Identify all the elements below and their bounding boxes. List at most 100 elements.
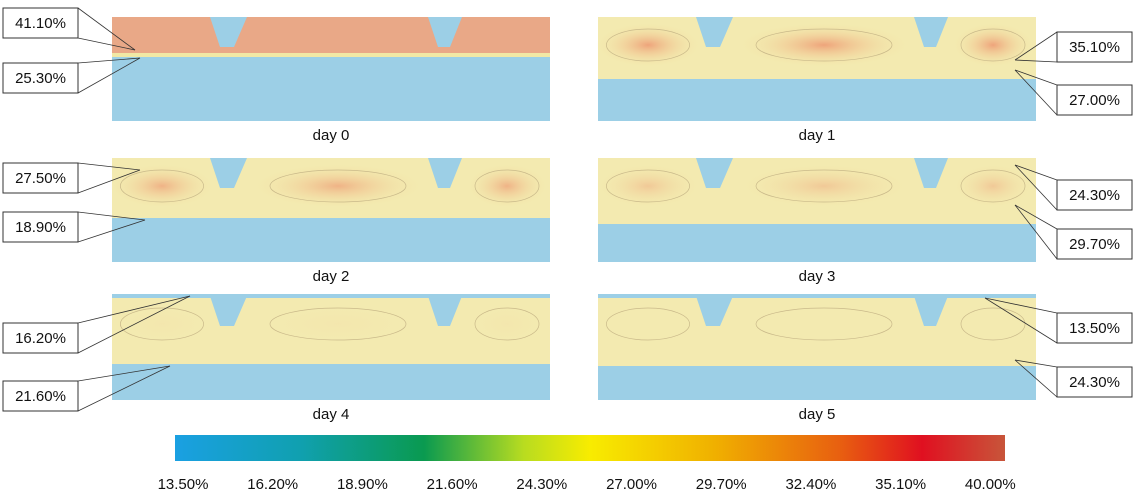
callout-label: 27.00%: [1069, 92, 1120, 109]
hot-zone: [739, 164, 909, 208]
hot-zone: [953, 164, 1033, 208]
callout-line: [77, 365, 171, 412]
callout-box: [1056, 366, 1133, 398]
contour-line: [120, 169, 204, 203]
panel: day 0: [112, 17, 550, 144]
contour-line: [269, 307, 407, 341]
callout-line: [77, 365, 171, 382]
contour-line: [474, 169, 540, 203]
hot-zone: [110, 164, 214, 208]
colorbar-tick-label: 29.70%: [696, 476, 747, 493]
callout-box: [2, 211, 79, 243]
contour-line: [606, 307, 690, 341]
hot-zone: [596, 23, 700, 67]
contour-line: [960, 307, 1026, 341]
callout-line: [77, 37, 136, 51]
panel-caption: day 4: [313, 406, 350, 423]
hot-zone: [253, 302, 423, 346]
callout-box: [2, 62, 79, 94]
ridge-zone: [598, 296, 1036, 366]
contour-line: [960, 169, 1026, 203]
callout-line: [1014, 69, 1058, 116]
callout-box: [2, 380, 79, 412]
callout-line: [77, 219, 146, 243]
callout-line: [77, 162, 141, 171]
callout-line: [984, 297, 1058, 344]
contour-line: [755, 28, 893, 62]
callout-line: [1014, 204, 1058, 260]
hot-zone: [467, 164, 547, 208]
callout-box: [2, 162, 79, 194]
callout-label: 24.30%: [1069, 374, 1120, 391]
callout-line: [1014, 164, 1058, 181]
callout-box: [1056, 84, 1133, 116]
hot-zone: [739, 23, 909, 67]
callout-label: 18.90%: [15, 219, 66, 236]
callout-box: [1056, 228, 1133, 260]
panel: day 2: [110, 158, 550, 285]
callout-label: 35.10%: [1069, 39, 1120, 56]
colorbar-tick-label: 16.20%: [247, 476, 298, 493]
hot-zone: [596, 164, 700, 208]
contour-line: [120, 307, 204, 341]
colorbar-tick-label: 13.50%: [158, 476, 209, 493]
panel-caption: day 0: [313, 127, 350, 144]
callout-box: [1056, 179, 1133, 211]
panel-caption: day 2: [313, 268, 350, 285]
callout-label: 29.70%: [1069, 236, 1120, 253]
callout-line: [1014, 31, 1058, 61]
colorbar-tick-label: 40.00%: [965, 476, 1016, 493]
panel-caption: day 5: [799, 406, 836, 423]
callout-box: [1056, 31, 1133, 63]
panel: day 5: [598, 294, 1036, 423]
callout-label: 21.60%: [15, 388, 66, 405]
hot-zone: [953, 23, 1033, 67]
contour-line: [755, 169, 893, 203]
callout-line: [1014, 59, 1058, 63]
callout-line: [1014, 359, 1058, 368]
callout-line: [77, 169, 141, 194]
callout-box: [2, 7, 79, 39]
colorbar-tick-label: 18.90%: [337, 476, 388, 493]
panel-caption: day 3: [799, 268, 836, 285]
callout-label: 13.50%: [1069, 320, 1120, 337]
callout-line: [77, 211, 146, 221]
hot-zone: [467, 302, 547, 346]
callout-label: 27.50%: [15, 170, 66, 187]
callout-box: [2, 322, 79, 354]
callout-line: [77, 7, 136, 51]
callout-line: [77, 295, 191, 354]
contour-line: [755, 307, 893, 341]
callout-label: 25.30%: [15, 70, 66, 87]
callout-line: [77, 295, 191, 324]
colorbar-tick-label: 27.00%: [606, 476, 657, 493]
colorbar-tick-label: 32.40%: [785, 476, 836, 493]
callout-line: [77, 57, 141, 94]
contour-line: [474, 307, 540, 341]
ridge-zone: [112, 17, 550, 55]
colorbar-tick-label: 35.10%: [875, 476, 926, 493]
callout-label: 24.30%: [1069, 187, 1120, 204]
callout-line: [77, 57, 141, 64]
transition-zone: [112, 53, 550, 57]
panel-caption: day 1: [799, 127, 836, 144]
panel: day 1: [596, 17, 1036, 144]
callout-line: [1014, 359, 1058, 398]
colorbar-tick-label: 21.60%: [427, 476, 478, 493]
callout-line: [1014, 164, 1058, 211]
hot-zone: [253, 164, 423, 208]
contour-line: [606, 28, 690, 62]
panel: day 3: [596, 158, 1036, 285]
callout-label: 16.20%: [15, 330, 66, 347]
contour-line: [606, 169, 690, 203]
contour-line: [269, 169, 407, 203]
callout-label: 41.10%: [15, 15, 66, 32]
callout-line: [1014, 69, 1058, 86]
contour-line: [960, 28, 1026, 62]
panel: day 4: [110, 294, 550, 423]
colorbar: [175, 435, 1005, 461]
callout-box: [1056, 312, 1133, 344]
callout-line: [984, 297, 1058, 314]
hot-zone: [110, 302, 214, 346]
